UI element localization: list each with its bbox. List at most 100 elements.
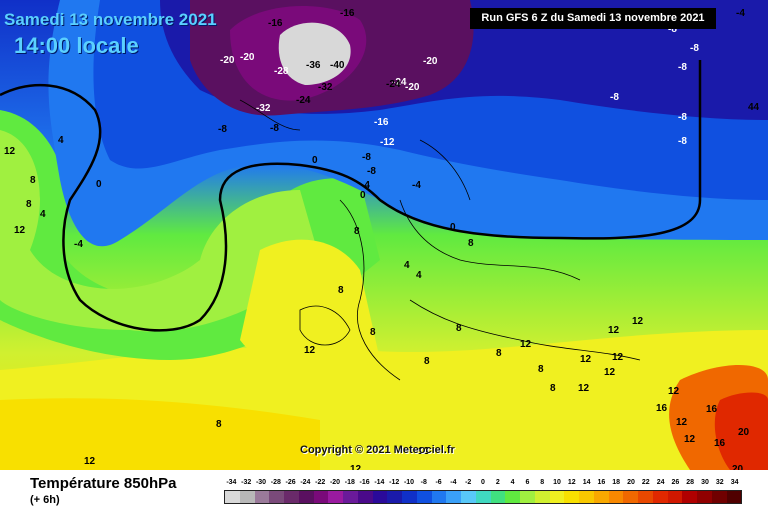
isotherm-label: 20	[732, 464, 744, 470]
isotherm-label: -8	[218, 124, 227, 135]
isotherm-label: 8	[338, 285, 344, 296]
isotherm-label: 12	[304, 345, 316, 356]
scale-swatch	[667, 491, 683, 503]
scale-value: 0	[481, 479, 485, 486]
scale-value: 10	[553, 479, 561, 486]
scale-swatch	[357, 491, 373, 503]
isotherm-label: 8	[30, 175, 36, 186]
isotherm-label: -4	[361, 180, 370, 191]
isotherm-label: -8	[270, 123, 279, 134]
isotherm-label: 12	[4, 146, 16, 157]
isotherm-label: 12	[604, 367, 616, 378]
map-canvas: -16-16-20 -20-28-36 -40-32-32-24-24-20-20-…	[0, 0, 768, 470]
scale-value: 12	[567, 479, 576, 486]
scale-swatch	[402, 491, 417, 503]
scale-value: 20	[627, 479, 635, 486]
date-title: Samedi 13 novembre 2021	[4, 10, 217, 29]
scale-value: 32	[715, 479, 724, 486]
scale-value: -6	[435, 479, 442, 486]
color-scale-labels: -34 -32 -30 -28 -26 -24 -22 -20 -18 -16 -14 -12 -10-…	[224, 479, 742, 489]
isotherm-label: 0	[312, 155, 318, 166]
isotherm-label: 8	[424, 356, 430, 367]
scale-swatch	[254, 491, 270, 503]
scale-value: -26	[285, 479, 296, 486]
scale-value: -20	[329, 479, 341, 486]
isotherm-label: 20	[738, 427, 750, 438]
parameter-label: Température 850hPa	[30, 475, 177, 492]
scale-swatch	[269, 491, 284, 503]
isotherm-label: -24	[392, 77, 407, 88]
scale-swatch	[225, 491, 240, 503]
isotherm-label: 12	[14, 225, 26, 236]
isotherm-label: 0	[450, 222, 456, 233]
scale-swatch	[416, 491, 432, 503]
scale-value: 16	[597, 479, 606, 486]
isotherm-label: -20	[423, 56, 438, 67]
scale-value: -34	[226, 479, 237, 486]
isotherm-label: -24	[386, 79, 401, 90]
isotherm-label: 8	[550, 383, 556, 394]
scale-value: 30	[701, 479, 709, 486]
isotherm-label: -32	[256, 103, 271, 114]
isotherm-label: 8	[496, 348, 502, 359]
scale-swatch	[520, 491, 535, 503]
isotherm-label: -36	[306, 60, 321, 71]
isotherm-label: -24	[296, 95, 311, 106]
scale-swatch	[328, 491, 343, 503]
scale-value: -16	[359, 479, 370, 486]
hot-core-east	[714, 392, 768, 470]
isotherm-label: 8	[370, 327, 376, 338]
isotherm-label: 12	[668, 386, 680, 397]
isotherm-label: -20	[220, 55, 235, 66]
scale-swatch	[549, 491, 565, 503]
isotherm-label: 12	[84, 456, 96, 467]
isotherm-label: -4	[736, 8, 745, 19]
isotherm-label: -4	[412, 180, 421, 191]
isotherm-label: -8	[690, 43, 699, 54]
isotherm-label: -40	[330, 60, 345, 71]
isotherm-label: 4	[404, 260, 410, 271]
zero-isotherm	[0, 60, 702, 332]
scale-value: -28	[270, 479, 281, 486]
isotherm-label: 44	[748, 102, 760, 113]
isotherm-label: 8	[538, 364, 544, 375]
scale-value: -2	[465, 479, 472, 486]
scale-swatch	[313, 491, 329, 503]
scale-swatch	[461, 491, 476, 503]
isotherm-label: -8	[668, 24, 677, 35]
isotherm-label: -8	[678, 62, 687, 73]
isotherm-label: -16	[374, 117, 389, 128]
isotherm-label: -8	[678, 136, 687, 147]
isotherm-label: 8	[354, 226, 360, 237]
forecast-offset: (+ 6h)	[30, 494, 60, 506]
isotherm-label: -28	[274, 66, 289, 77]
isotherm-label: 12	[580, 354, 592, 365]
run-info: Run GFS 6 Z du Samedi 13 novembre 2021	[470, 8, 716, 29]
isotherm-label: 16	[714, 438, 726, 449]
scale-swatch	[534, 491, 550, 503]
isotherm-label: 8	[26, 199, 32, 210]
scale-value: -30	[255, 479, 267, 486]
scale-value: 26	[671, 479, 680, 486]
color-scale	[224, 490, 742, 504]
scale-swatch	[638, 491, 653, 503]
scale-value: 18	[612, 479, 621, 486]
scale-value: -24	[300, 479, 311, 486]
isotherm-label: 12	[418, 446, 430, 457]
scale-value: 34	[730, 479, 739, 486]
isotherm-label: -8	[362, 152, 371, 163]
scale-swatch	[682, 491, 697, 503]
scale-swatch	[623, 491, 638, 503]
isotherm-label: -12	[380, 137, 395, 148]
isotherm-label: -8	[610, 92, 619, 103]
scale-swatch	[726, 491, 742, 503]
scale-value: 2	[495, 479, 500, 486]
scale-value: -18	[344, 479, 355, 486]
isotherm-label: -8	[367, 166, 376, 177]
scale-swatch	[475, 491, 491, 503]
isotherm-labels: -16-16-20 -20-28-36 -40-32-32-24-24-20-20-…	[4, 8, 760, 470]
scale-swatch	[490, 491, 506, 503]
scale-value: 28	[686, 479, 695, 486]
scale-value: -14	[374, 479, 385, 486]
isotherm-label: 12	[608, 325, 620, 336]
